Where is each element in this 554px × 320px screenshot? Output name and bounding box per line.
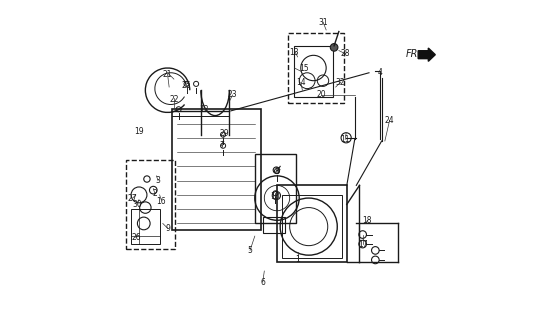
Text: 19: 19	[134, 127, 144, 136]
Text: 9: 9	[165, 224, 170, 233]
Bar	[172, 109, 261, 230]
Text: 8: 8	[275, 167, 279, 176]
Text: 13: 13	[290, 48, 299, 57]
Text: 3: 3	[156, 176, 161, 185]
FancyArrow shape	[418, 48, 435, 61]
Text: 2: 2	[152, 189, 157, 198]
Text: 5: 5	[248, 246, 253, 255]
Text: 30: 30	[132, 200, 142, 209]
Bar	[131, 209, 160, 244]
Text: 28: 28	[341, 49, 350, 58]
Text: 22: 22	[169, 95, 178, 104]
Text: 4: 4	[378, 68, 382, 77]
Text: 29: 29	[220, 129, 229, 138]
Text: 18: 18	[363, 216, 372, 225]
Text: 27: 27	[128, 194, 137, 203]
Text: 12: 12	[199, 105, 209, 114]
Bar	[294, 46, 332, 97]
Text: 11: 11	[341, 135, 350, 144]
Bar	[255, 154, 296, 223]
Text: FR.: FR.	[406, 49, 421, 59]
Text: 10: 10	[270, 192, 280, 201]
Bar	[282, 195, 342, 258]
Text: 20: 20	[316, 91, 326, 100]
Text: 24: 24	[385, 116, 394, 125]
Bar	[277, 185, 347, 261]
Text: 15: 15	[299, 63, 309, 73]
Text: 14: 14	[296, 78, 306, 87]
Text: 16: 16	[156, 197, 166, 206]
Text: 1: 1	[295, 255, 300, 264]
Text: 6: 6	[260, 278, 265, 287]
Text: 17: 17	[358, 240, 367, 249]
Bar	[126, 160, 176, 249]
Text: 23: 23	[228, 91, 238, 100]
Text: 21: 21	[163, 70, 172, 79]
Circle shape	[330, 44, 338, 51]
Bar	[263, 217, 285, 233]
Text: 32: 32	[336, 78, 345, 87]
Text: 25: 25	[182, 81, 191, 90]
Text: 26: 26	[131, 233, 141, 242]
Bar	[288, 33, 343, 103]
Text: 7: 7	[219, 141, 224, 150]
Text: 31: 31	[318, 18, 328, 27]
